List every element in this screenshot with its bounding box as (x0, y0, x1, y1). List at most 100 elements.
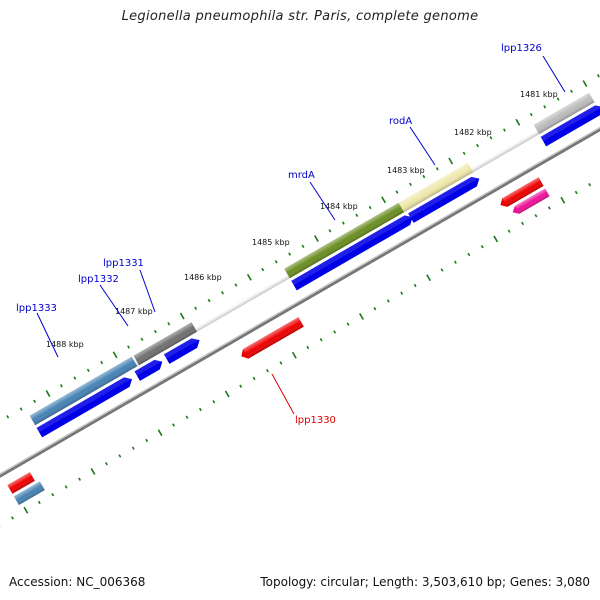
leader-lpp1333 (36, 312, 59, 358)
cds-shade-right-magenta (514, 188, 550, 214)
minor-tick (104, 462, 108, 466)
genome-backbone (0, 90, 600, 514)
leader-lpp1326 (542, 55, 566, 93)
minor-tick (167, 322, 171, 326)
minor-tick (11, 516, 14, 520)
minor-tick (64, 485, 68, 489)
minor-tick (435, 167, 439, 171)
gene-label-lpp1326[interactable]: lpp1326 (501, 43, 542, 54)
gene-label-mrdA[interactable]: mrdA (288, 170, 315, 181)
gene-label-lpp1333[interactable]: lpp1333 (16, 303, 57, 314)
leader-mrdA (309, 181, 336, 221)
minor-tick (185, 415, 189, 419)
leader-lpp1331 (139, 269, 156, 313)
major-tick (448, 157, 454, 165)
minor-tick (386, 299, 390, 303)
minor-tick (395, 190, 399, 194)
minor-tick (341, 221, 345, 225)
kbp-label: 1483 kbp (387, 166, 425, 175)
major-tick (359, 313, 364, 320)
major-tick (179, 312, 185, 320)
outer-tick-ring (6, 74, 600, 419)
minor-tick (534, 214, 538, 218)
minor-tick (37, 500, 41, 505)
cds-arrow-lpp1326[interactable] (540, 102, 600, 147)
gene-label-lpp1330[interactable]: lpp1330 (295, 415, 336, 426)
kbp-label: 1484 kbp (320, 202, 358, 211)
minor-tick (252, 376, 256, 381)
minor-tick (288, 252, 292, 256)
map-title: Legionella pneumophila str. Paris, compl… (121, 9, 479, 24)
minor-tick (333, 330, 337, 334)
minor-tick (328, 229, 332, 233)
inner-tick-ring (0, 183, 592, 528)
major-tick (90, 468, 96, 475)
minor-tick (266, 369, 269, 373)
kbp-label: 1486 kbp (184, 273, 222, 282)
minor-tick (306, 345, 310, 350)
minor-tick (543, 105, 547, 109)
minor-tick (507, 229, 511, 233)
minor-tick (279, 361, 283, 365)
minor-tick (73, 376, 77, 380)
cds-arrow-rodA[interactable] (408, 174, 482, 223)
gene-label-lpp1331[interactable]: lpp1331 (103, 258, 144, 269)
cds-shade-right-red (502, 177, 544, 207)
major-tick (23, 506, 29, 514)
cds-shade-left-steelblue (13, 481, 45, 506)
minor-tick (274, 260, 278, 264)
leader-lpp1330 (271, 373, 295, 415)
major-tick (493, 235, 499, 243)
minor-tick (153, 329, 157, 334)
genome-backbone-highlight (0, 90, 600, 512)
gene-label-rodA[interactable]: rodA (389, 116, 412, 127)
minor-tick (198, 407, 202, 412)
minor-tick (59, 384, 63, 388)
minor-tick (596, 74, 600, 78)
major-tick (381, 196, 387, 204)
gene-label-lpp1332[interactable]: lpp1332 (78, 274, 119, 285)
major-tick (560, 196, 566, 204)
cds-shade (36, 102, 600, 433)
minor-tick (172, 423, 175, 427)
major-tick (246, 273, 252, 281)
cds-arrow-lpp1333[interactable] (36, 374, 135, 438)
minor-tick (239, 384, 243, 388)
kbp-scale-labels: 1481 kbp 1482 kbp 1483 kbp 1484 kbp 1485… (46, 90, 558, 349)
cds-arrow-lpp1332[interactable] (134, 357, 165, 381)
minor-tick (346, 322, 350, 326)
minor-tick (529, 112, 533, 117)
minor-tick (194, 306, 198, 310)
minor-tick (521, 221, 524, 226)
minor-tick (547, 206, 551, 210)
minor-tick (453, 260, 457, 264)
minor-tick (140, 337, 144, 341)
minor-tick (127, 345, 130, 349)
leader-lpp1332 (99, 284, 129, 327)
gene-labels: lpp1326 rodA mrdA lpp1331 lpp1332 lpp133… (16, 43, 542, 426)
gene-label-leaders (36, 55, 566, 415)
minor-tick (574, 190, 578, 195)
minor-tick (588, 183, 592, 187)
minor-tick (355, 213, 359, 217)
minor-tick (51, 493, 55, 497)
kbp-label: 1482 kbp (454, 128, 492, 137)
minor-tick (489, 136, 493, 140)
cds-arrow-lpp1331[interactable] (163, 335, 202, 364)
kbp-label: 1487 kbp (115, 307, 153, 316)
cds-arrow-mrdA[interactable] (291, 212, 415, 291)
minor-tick (145, 438, 149, 443)
minor-tick (86, 368, 90, 372)
major-tick (515, 118, 521, 126)
minor-tick (368, 205, 372, 210)
minor-tick (502, 128, 506, 132)
kbp-label: 1485 kbp (252, 238, 290, 247)
minor-tick (373, 307, 377, 311)
minor-tick (207, 298, 211, 303)
major-tick (45, 390, 51, 397)
cds-shade-lpp1330 (242, 317, 304, 359)
leader-rodA (409, 126, 436, 166)
minor-tick (467, 252, 471, 257)
minor-tick (212, 400, 216, 404)
